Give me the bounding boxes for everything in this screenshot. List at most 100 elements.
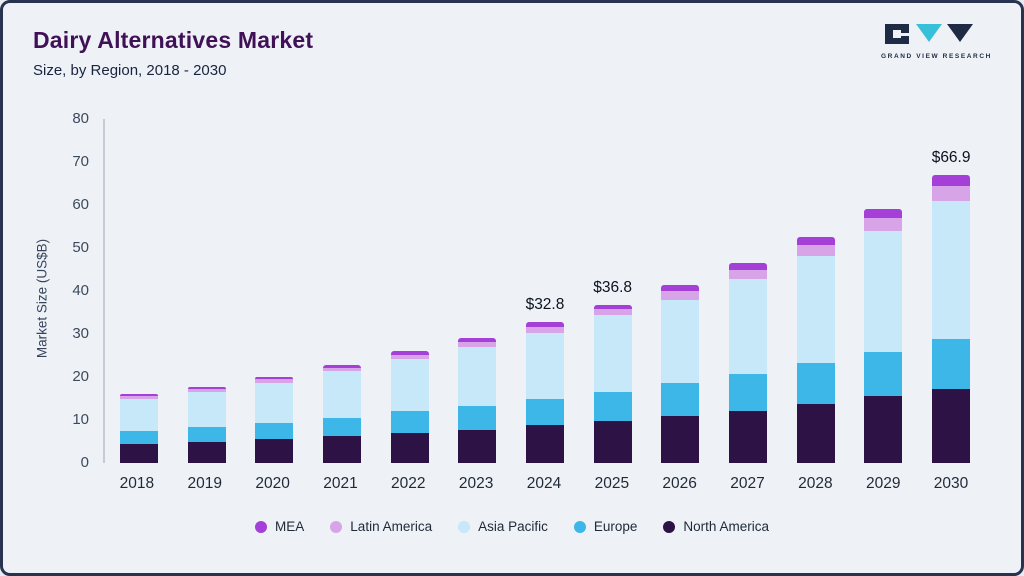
legend-dot	[458, 520, 471, 533]
segment-asia-pacific	[187, 391, 226, 427]
segment-asia-pacific	[796, 255, 835, 364]
segment-europe	[729, 374, 768, 411]
chart-title: Dairy Alternatives Market	[33, 27, 314, 53]
x-tick-label: 2027	[730, 475, 765, 492]
bar-2021	[322, 364, 361, 463]
bar-2028	[796, 236, 835, 463]
segment-asia-pacific	[119, 399, 158, 431]
segment-europe	[864, 351, 903, 397]
segment-latin-america	[119, 396, 158, 400]
legend-label: North America	[683, 519, 769, 534]
segment-europe	[796, 363, 835, 404]
x-tick-label: 2018	[119, 475, 155, 492]
segment-europe	[593, 392, 632, 421]
value-label-2030: $66.9	[931, 149, 971, 167]
segment-mea	[119, 394, 158, 397]
y-tick-label: 70	[72, 153, 89, 170]
bar-2026	[661, 284, 700, 463]
segment-mea	[187, 386, 226, 389]
segment-europe	[322, 417, 361, 437]
y-tick-label: 80	[72, 110, 89, 127]
x-tick-label: 2030	[933, 475, 969, 492]
legend-label: MEA	[275, 519, 305, 534]
segment-europe	[932, 339, 971, 389]
x-axis: 2018 2019 2020 2021 2022 2023 2024 2025 2026 2027…	[103, 475, 985, 493]
bar-2023	[458, 338, 497, 463]
segment-north-america	[661, 415, 700, 463]
legend: MEA Latin America Asia Pacific Europe North …	[3, 519, 1021, 534]
segment-mea	[796, 236, 835, 245]
logo-glyphs	[885, 24, 973, 44]
segment-north-america	[119, 443, 158, 463]
segment-latin-america	[322, 367, 361, 372]
legend-item-asia-pacific: Asia Pacific	[458, 519, 548, 534]
segment-latin-america	[255, 379, 294, 383]
legend-dot	[255, 520, 268, 533]
segment-europe	[525, 399, 564, 426]
segment-north-america	[864, 396, 903, 463]
bar-2025: $36.8	[593, 279, 632, 463]
segment-north-america	[458, 429, 497, 463]
segment-latin-america	[525, 326, 564, 333]
segment-north-america	[390, 432, 429, 463]
value-label-2025: $36.8	[593, 278, 633, 296]
y-tick-label: 40	[72, 282, 89, 299]
y-tick-label: 60	[72, 196, 89, 213]
segment-north-america	[525, 425, 564, 463]
segment-latin-america	[661, 291, 700, 300]
legend-item-north-america: North America	[663, 519, 769, 534]
segment-latin-america	[187, 388, 226, 392]
plot-area: $32.8 $36.8 $66.9	[103, 119, 985, 463]
legend-dot	[663, 520, 676, 533]
segment-mea	[458, 338, 497, 342]
x-tick-label: 2025	[594, 475, 630, 492]
x-tick-label: 2022	[391, 475, 426, 492]
x-tick-label: 2026	[662, 475, 697, 492]
y-axis: 0 10 20 30 40 50 60 70 80	[3, 110, 89, 471]
value-label-2024: $32.8	[525, 296, 565, 314]
segment-mea	[255, 376, 294, 380]
x-tick-label: 2021	[323, 475, 358, 492]
segment-asia-pacific	[458, 346, 497, 406]
bar-2018	[119, 394, 158, 463]
chart-header: Dairy Alternatives Market Size, by Regio…	[33, 27, 313, 79]
chart-subtitle: Size, by Region, 2018 - 2030	[33, 62, 227, 79]
segment-latin-america	[390, 354, 429, 359]
grand-view-research-logo: GRAND VIEW RESEARCH	[881, 23, 992, 60]
bar-2030: $66.9	[932, 149, 971, 463]
segment-asia-pacific	[932, 200, 971, 340]
x-tick-label: 2020	[255, 475, 290, 492]
segment-europe	[255, 422, 294, 439]
segment-latin-america	[729, 269, 768, 280]
bar-2019	[187, 386, 226, 463]
x-tick-label: 2019	[187, 475, 222, 492]
logo-text: GRAND VIEW RESEARCH	[881, 53, 992, 60]
segment-asia-pacific	[661, 299, 700, 383]
legend-label: Asia Pacific	[478, 519, 548, 534]
legend-label: Europe	[593, 519, 638, 534]
segment-mea	[661, 284, 700, 292]
segment-asia-pacific	[729, 279, 768, 374]
segment-mea	[593, 304, 632, 310]
segment-mea	[390, 351, 429, 355]
y-tick-label: 30	[72, 325, 89, 342]
y-tick-label: 10	[72, 411, 89, 428]
segment-north-america	[187, 441, 226, 463]
segment-asia-pacific	[593, 314, 632, 393]
x-tick-label: 2028	[798, 475, 833, 492]
x-tick-label: 2023	[458, 475, 494, 492]
segment-mea	[322, 364, 361, 368]
segment-mea	[932, 175, 971, 186]
legend-dot	[573, 520, 586, 533]
segment-north-america	[932, 388, 971, 463]
legend-dot	[330, 520, 343, 533]
legend-item-europe: Europe	[573, 519, 638, 534]
segment-asia-pacific	[255, 382, 294, 423]
y-tick-label: 0	[80, 454, 89, 471]
legend-item-latin-america: Latin America	[330, 519, 432, 534]
segment-europe	[458, 405, 497, 430]
segment-north-america	[255, 438, 294, 463]
x-tick-label: 2024	[526, 475, 562, 492]
segment-latin-america	[458, 341, 497, 347]
